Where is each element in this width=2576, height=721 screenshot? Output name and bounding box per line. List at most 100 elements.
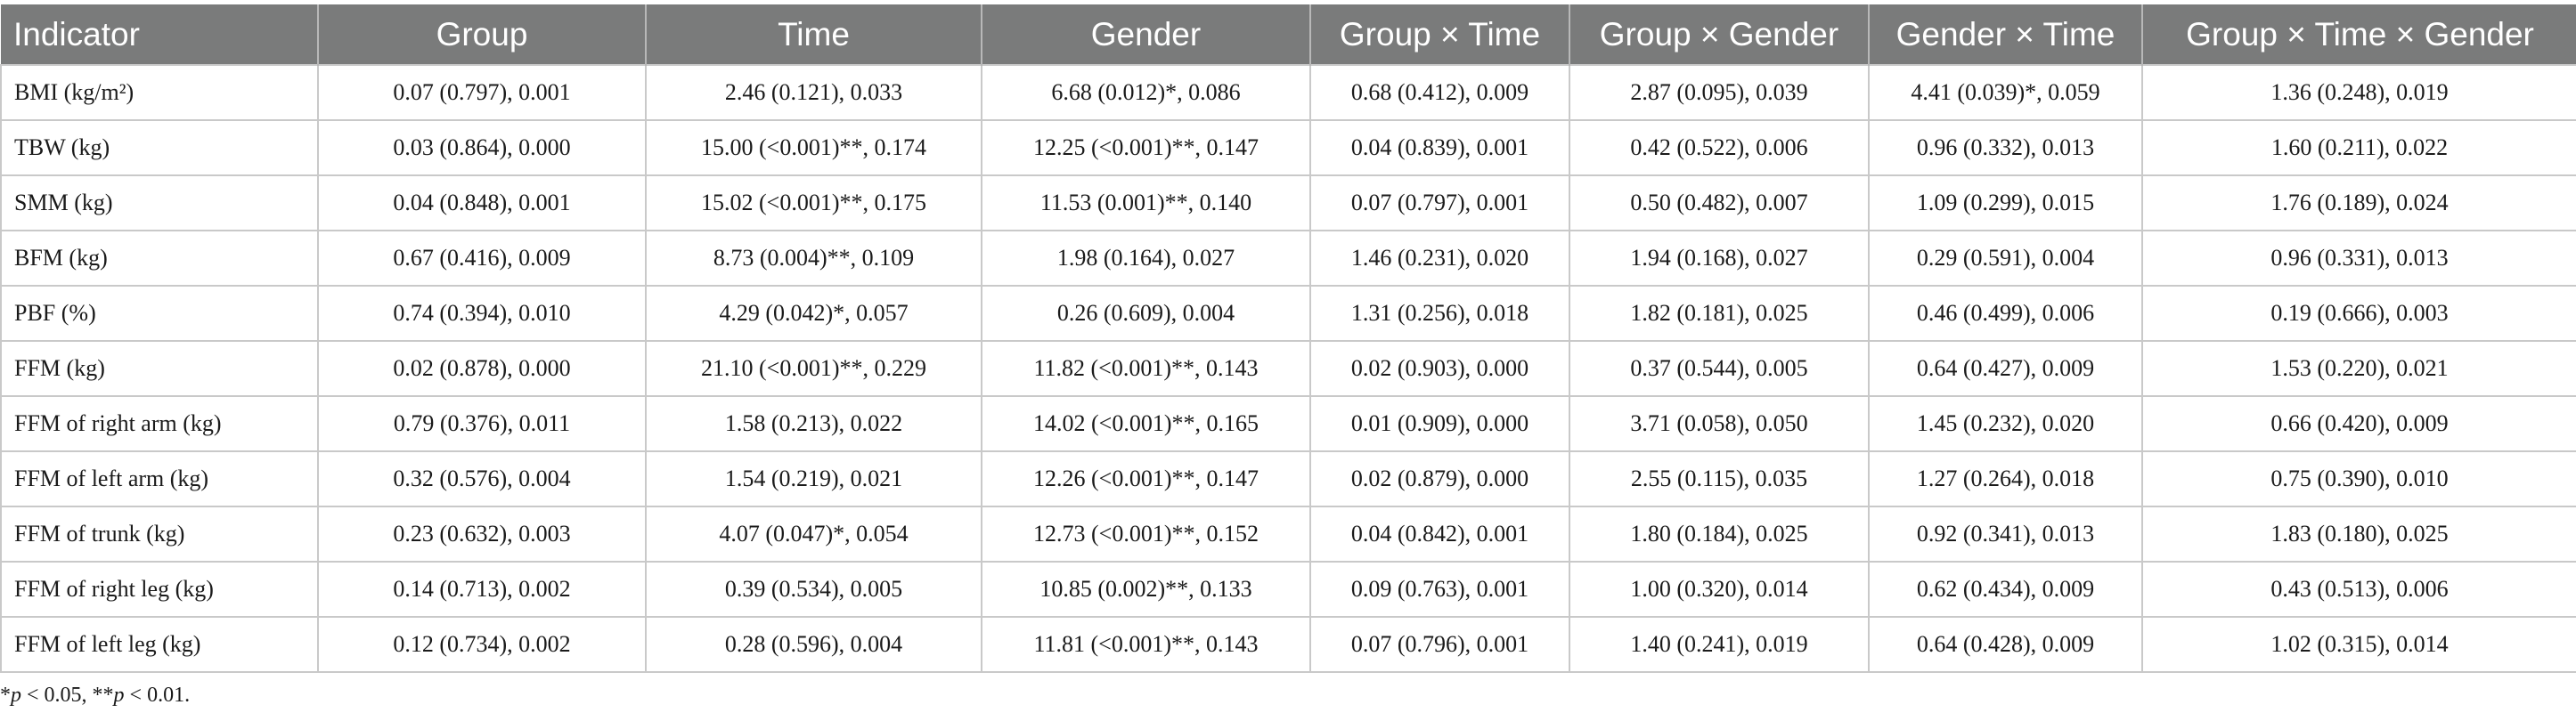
table-cell: 4.29 (0.042)*, 0.057 xyxy=(645,285,982,342)
table-row: TBW (kg) 0.03 (0.864), 0.000 15.00 (<0.001… xyxy=(0,119,2576,176)
table-cell: 0.96 (0.332), 0.013 xyxy=(1868,119,2143,176)
row-indicator: FFM of left leg (kg) xyxy=(0,616,319,673)
table-cell: 1.27 (0.264), 0.018 xyxy=(1868,450,2143,507)
footnote-star-2: ** xyxy=(92,684,114,707)
table-cell: 1.46 (0.231), 0.020 xyxy=(1309,230,1570,287)
table-cell: 0.66 (0.420), 0.009 xyxy=(2141,395,2576,452)
table-cell: 2.46 (0.121), 0.033 xyxy=(645,64,982,121)
table-row: PBF (%) 0.74 (0.394), 0.010 4.29 (0.042)*,… xyxy=(0,285,2576,342)
table-cell: 0.26 (0.609), 0.004 xyxy=(981,285,1311,342)
row-indicator: TBW (kg) xyxy=(0,119,319,176)
table-cell: 1.94 (0.168), 0.027 xyxy=(1569,230,1870,287)
table-cell: 0.02 (0.903), 0.000 xyxy=(1309,340,1570,397)
header-gender-x-time: Gender × Time xyxy=(1869,4,2143,65)
table-cell: 11.53 (0.001)**, 0.140 xyxy=(981,174,1311,231)
table-cell: 2.87 (0.095), 0.039 xyxy=(1569,64,1870,121)
table-cell: 0.04 (0.839), 0.001 xyxy=(1309,119,1570,176)
table-cell: 12.73 (<0.001)**, 0.152 xyxy=(981,506,1311,563)
header-group-x-gender: Group × Gender xyxy=(1569,4,1870,65)
table-cell: 14.02 (<0.001)**, 0.165 xyxy=(981,395,1311,452)
row-indicator: FFM of right leg (kg) xyxy=(0,561,319,618)
header-group-x-time: Group × Time xyxy=(1310,4,1570,65)
table-cell: 0.01 (0.909), 0.000 xyxy=(1309,395,1570,452)
significance-footnote: *p < 0.05, **p < 0.01. xyxy=(0,684,190,708)
table-cell: 1.83 (0.180), 0.025 xyxy=(2141,506,2576,563)
table-row: FFM of right arm (kg) 0.79 (0.376), 0.011… xyxy=(0,395,2576,452)
table-cell: 1.40 (0.241), 0.019 xyxy=(1569,616,1870,673)
table-cell: 0.96 (0.331), 0.013 xyxy=(2141,230,2576,287)
row-indicator: SMM (kg) xyxy=(0,174,319,231)
table-cell: 1.98 (0.164), 0.027 xyxy=(981,230,1311,287)
table-cell: 4.07 (0.047)*, 0.054 xyxy=(645,506,982,563)
footnote-threshold-1: < 0.05, xyxy=(21,684,93,707)
table-row: FFM of left arm (kg) 0.32 (0.576), 0.004 1… xyxy=(0,450,2576,507)
table-cell: 1.36 (0.248), 0.019 xyxy=(2141,64,2576,121)
table-body: BMI (kg/m²) 0.07 (0.797), 0.001 2.46 (0.12… xyxy=(0,64,2576,673)
table-cell: 0.50 (0.482), 0.007 xyxy=(1569,174,1870,231)
row-indicator: FFM of trunk (kg) xyxy=(0,506,319,563)
table-cell: 0.03 (0.864), 0.000 xyxy=(317,119,647,176)
table-cell: 12.25 (<0.001)**, 0.147 xyxy=(981,119,1311,176)
table-cell: 0.02 (0.879), 0.000 xyxy=(1309,450,1570,507)
header-indicator: Indicator xyxy=(1,4,319,65)
row-indicator: FFM of left arm (kg) xyxy=(0,450,319,507)
table-cell: 0.79 (0.376), 0.011 xyxy=(317,395,647,452)
table-cell: 15.02 (<0.001)**, 0.175 xyxy=(645,174,982,231)
header-group: Group xyxy=(318,4,647,65)
table-cell: 0.62 (0.434), 0.009 xyxy=(1868,561,2143,618)
table-cell: 0.64 (0.427), 0.009 xyxy=(1868,340,2143,397)
table-cell: 0.19 (0.666), 0.003 xyxy=(2141,285,2576,342)
table-cell: 0.28 (0.596), 0.004 xyxy=(645,616,982,673)
table-row: SMM (kg) 0.04 (0.848), 0.001 15.02 (<0.001… xyxy=(0,174,2576,231)
header-gender: Gender xyxy=(982,4,1311,65)
table-cell: 1.82 (0.181), 0.025 xyxy=(1569,285,1870,342)
table-cell: 0.04 (0.848), 0.001 xyxy=(317,174,647,231)
header-time: Time xyxy=(646,4,982,65)
table-cell: 11.82 (<0.001)**, 0.143 xyxy=(981,340,1311,397)
table-cell: 1.53 (0.220), 0.021 xyxy=(2141,340,2576,397)
results-table-container: Indicator Group Time Gender Group × Time… xyxy=(0,4,2576,673)
table-cell: 10.85 (0.002)**, 0.133 xyxy=(981,561,1311,618)
row-indicator: FFM of right arm (kg) xyxy=(0,395,319,452)
table-cell: 11.81 (<0.001)**, 0.143 xyxy=(981,616,1311,673)
table-cell: 0.74 (0.394), 0.010 xyxy=(317,285,647,342)
table-cell: 0.14 (0.713), 0.002 xyxy=(317,561,647,618)
table-row: FFM of left leg (kg) 0.12 (0.734), 0.002 0… xyxy=(0,616,2576,673)
table-cell: 1.09 (0.299), 0.015 xyxy=(1868,174,2143,231)
table-cell: 0.12 (0.734), 0.002 xyxy=(317,616,647,673)
table-cell: 1.45 (0.232), 0.020 xyxy=(1868,395,2143,452)
table-cell: 1.02 (0.315), 0.014 xyxy=(2141,616,2576,673)
table-row: FFM of right leg (kg) 0.14 (0.713), 0.002… xyxy=(0,561,2576,618)
table-cell: 1.54 (0.219), 0.021 xyxy=(645,450,982,507)
row-indicator: PBF (%) xyxy=(0,285,319,342)
table-cell: 21.10 (<0.001)**, 0.229 xyxy=(645,340,982,397)
table-cell: 1.31 (0.256), 0.018 xyxy=(1309,285,1570,342)
table-cell: 2.55 (0.115), 0.035 xyxy=(1569,450,1870,507)
footnote-threshold-2: < 0.01. xyxy=(124,684,191,707)
table-cell: 1.00 (0.320), 0.014 xyxy=(1569,561,1870,618)
table-cell: 1.58 (0.213), 0.022 xyxy=(645,395,982,452)
table-cell: 3.71 (0.058), 0.050 xyxy=(1569,395,1870,452)
row-indicator: BFM (kg) xyxy=(0,230,319,287)
table-row: BFM (kg) 0.67 (0.416), 0.009 8.73 (0.004)*… xyxy=(0,230,2576,287)
table-cell: 1.76 (0.189), 0.024 xyxy=(2141,174,2576,231)
table-cell: 1.80 (0.184), 0.025 xyxy=(1569,506,1870,563)
table-cell: 12.26 (<0.001)**, 0.147 xyxy=(981,450,1311,507)
table-cell: 0.07 (0.797), 0.001 xyxy=(317,64,647,121)
table-cell: 15.00 (<0.001)**, 0.174 xyxy=(645,119,982,176)
table-cell: 0.43 (0.513), 0.006 xyxy=(2141,561,2576,618)
table-cell: 0.07 (0.797), 0.001 xyxy=(1309,174,1570,231)
footnote-p-1: p xyxy=(11,684,21,707)
table-cell: 0.42 (0.522), 0.006 xyxy=(1569,119,1870,176)
table-cell: 1.60 (0.211), 0.022 xyxy=(2141,119,2576,176)
results-table: Indicator Group Time Gender Group × Time… xyxy=(0,4,2576,673)
table-cell: 0.29 (0.591), 0.004 xyxy=(1868,230,2143,287)
row-indicator: BMI (kg/m²) xyxy=(0,64,319,121)
row-indicator: FFM (kg) xyxy=(0,340,319,397)
table-cell: 0.75 (0.390), 0.010 xyxy=(2141,450,2576,507)
table-cell: 0.37 (0.544), 0.005 xyxy=(1569,340,1870,397)
table-row: FFM of trunk (kg) 0.23 (0.632), 0.003 4.07… xyxy=(0,506,2576,563)
table-cell: 0.39 (0.534), 0.005 xyxy=(645,561,982,618)
table-cell: 0.67 (0.416), 0.009 xyxy=(317,230,647,287)
table-row: BMI (kg/m²) 0.07 (0.797), 0.001 2.46 (0.12… xyxy=(0,64,2576,121)
